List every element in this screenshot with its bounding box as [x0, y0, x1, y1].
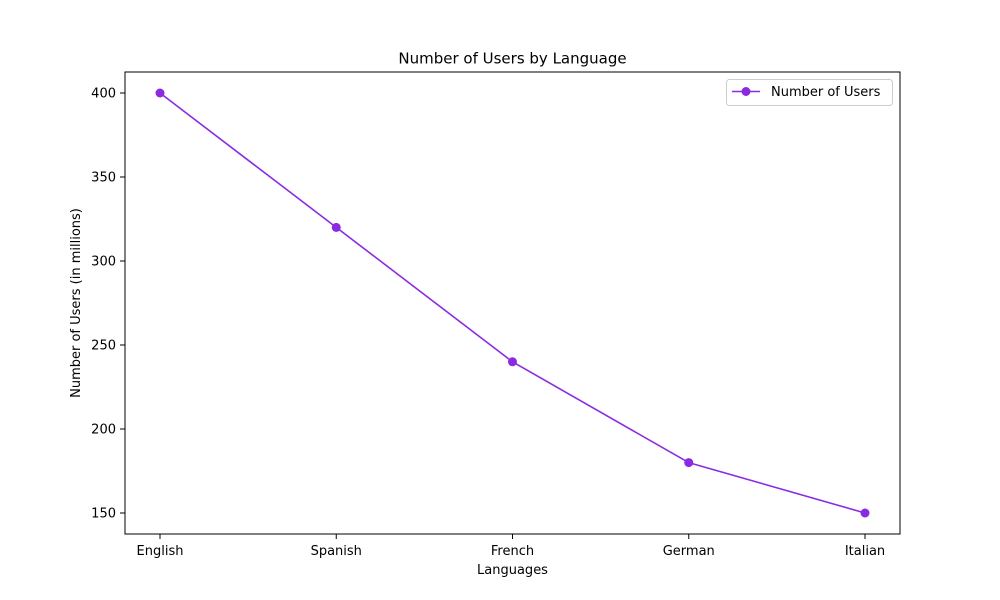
y-tick-label: 150 — [91, 507, 116, 522]
data-point-english — [155, 88, 165, 98]
x-axis: English Spanish French German Italian — [137, 534, 885, 559]
plot-area — [155, 88, 870, 518]
data-point-french — [508, 357, 517, 367]
x-tick-label: English — [137, 544, 184, 559]
chart-title: Number of Users by Language — [398, 50, 626, 68]
y-tick-label: 350 — [91, 171, 116, 186]
legend: Number of Users — [726, 79, 893, 106]
x-tick-label: German — [663, 544, 715, 559]
y-tick-label: 300 — [91, 255, 116, 270]
x-tick-label: Spanish — [311, 544, 362, 559]
y-tick-label: 250 — [91, 339, 116, 354]
legend-label: Number of Users — [771, 85, 881, 100]
data-point-italian — [860, 508, 870, 518]
legend-marker — [741, 87, 751, 96]
legend-box — [726, 79, 893, 106]
data-point-spanish — [331, 222, 341, 232]
x-tick-label: Italian — [845, 544, 885, 559]
x-tick-label: French — [491, 544, 534, 559]
x-axis-label: Languages — [477, 563, 548, 578]
y-tick-label: 400 — [91, 87, 116, 102]
plot-frame — [124, 71, 901, 535]
y-axis-label: Number of Users (in millions) — [69, 208, 84, 398]
y-axis: 150 200 250 300 350 400 — [91, 87, 125, 522]
y-tick-label: 200 — [91, 423, 116, 438]
series-line — [159, 92, 866, 514]
data-point-german — [684, 458, 694, 468]
